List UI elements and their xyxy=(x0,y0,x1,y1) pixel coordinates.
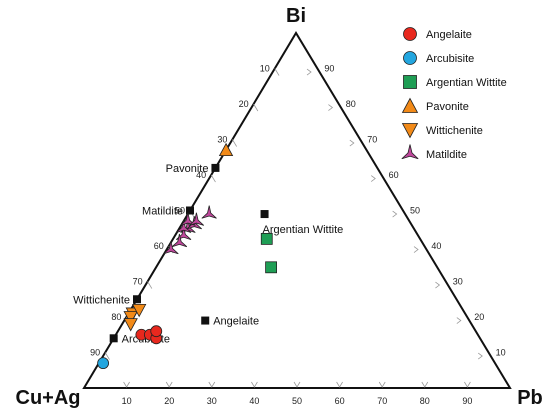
tick-mark xyxy=(165,381,173,388)
data-point xyxy=(163,241,179,255)
reference-marker xyxy=(260,210,269,219)
tick-label: 50 xyxy=(292,396,302,406)
tick-label: 80 xyxy=(420,396,430,406)
data-point xyxy=(218,142,234,157)
tick-mark xyxy=(477,352,483,360)
tick-label: 80 xyxy=(346,99,356,109)
reference-marker xyxy=(211,163,220,172)
legend-marker xyxy=(403,27,417,41)
reference-marker xyxy=(186,206,194,215)
tick-label: 50 xyxy=(175,206,185,216)
tick-mark xyxy=(378,381,386,388)
tick-mark xyxy=(274,68,280,76)
apex-label-right: Pb xyxy=(517,387,543,409)
legend: Angelaite Arcubisite Argentian Wittite Pavo… xyxy=(401,27,507,161)
tick-mark xyxy=(349,139,355,147)
tick-label: 60 xyxy=(389,170,399,180)
reference-marker xyxy=(133,295,141,304)
tick-mark xyxy=(123,381,130,388)
legend-marker xyxy=(401,97,419,113)
legend-label: Arcubisite xyxy=(426,53,474,65)
data-point xyxy=(131,303,147,318)
legend-label: Angelaite xyxy=(426,29,472,41)
tick-mark xyxy=(464,381,471,388)
tick-mark xyxy=(328,104,334,111)
data-point xyxy=(180,212,196,226)
tick-mark xyxy=(413,246,419,253)
tick-mark xyxy=(232,139,238,147)
data-point xyxy=(201,205,217,219)
tick-label: 40 xyxy=(431,241,441,251)
tick-label: 80 xyxy=(111,312,121,322)
tick-mark xyxy=(456,317,462,324)
tick-label: 10 xyxy=(496,348,506,358)
tick-mark xyxy=(251,381,258,388)
legend-marker xyxy=(403,75,417,89)
tick-mark xyxy=(208,381,216,388)
tick-label: 20 xyxy=(474,312,484,322)
tick-label: 60 xyxy=(335,396,345,406)
legend-marker xyxy=(403,51,417,65)
apex-label-top: Bi xyxy=(286,5,306,27)
tick-label: 30 xyxy=(453,277,463,287)
tick-label: 30 xyxy=(217,135,227,145)
tick-label: 40 xyxy=(196,170,206,180)
data-point xyxy=(123,311,138,325)
reference-label: Matildite xyxy=(142,206,183,218)
legend-marker xyxy=(401,144,419,160)
tick-mark xyxy=(147,281,153,289)
tick-label: 20 xyxy=(164,396,174,406)
reference-label: Pavonite xyxy=(166,163,209,175)
reference-label: Wittichenite xyxy=(73,294,130,306)
data-point xyxy=(150,325,163,338)
legend-label: Matildite xyxy=(426,149,467,161)
data-point xyxy=(171,233,188,248)
tick-mark xyxy=(336,381,343,388)
tick-label: 70 xyxy=(133,277,143,287)
tick-mark xyxy=(392,210,398,218)
tick-label: 60 xyxy=(154,241,164,251)
legend-label: Pavonite xyxy=(426,101,469,113)
tick-label: 20 xyxy=(239,99,249,109)
reference-marker xyxy=(109,334,118,343)
tick-label: 40 xyxy=(249,396,259,406)
data-point xyxy=(97,357,109,370)
tick-label: 70 xyxy=(377,396,387,406)
tick-label: 90 xyxy=(324,64,334,74)
tick-label: 90 xyxy=(462,396,472,406)
reference-layer: Pavonite Argentian Wittite Matildite Wittic… xyxy=(73,163,343,345)
data-point xyxy=(176,219,192,233)
tick-mark xyxy=(306,68,312,76)
data-point xyxy=(265,261,278,274)
data-point-layer xyxy=(97,142,278,370)
tick-mark xyxy=(104,352,110,360)
data-point xyxy=(188,212,205,226)
legend-label: Wittichenite xyxy=(426,125,483,137)
tick-mark xyxy=(210,174,216,183)
legend-marker xyxy=(401,123,419,139)
tick-mark xyxy=(435,281,441,289)
reference-label: Angelaite xyxy=(213,316,259,328)
data-point xyxy=(123,318,138,332)
tick-label: 10 xyxy=(260,64,270,74)
tick-label: 70 xyxy=(367,135,377,145)
legend-label: Argentian Wittite xyxy=(426,77,507,89)
tick-mark xyxy=(421,381,429,388)
reference-marker xyxy=(201,316,210,325)
data-point xyxy=(260,232,273,245)
tick-label: 30 xyxy=(207,396,217,406)
tick-label: 10 xyxy=(122,396,132,406)
tick-mark xyxy=(253,103,259,112)
reference-label: Argentian Wittite xyxy=(263,224,344,236)
tick-mark xyxy=(293,381,301,388)
apex-label-left: Cu+Ag xyxy=(16,387,81,409)
tick-label: 90 xyxy=(90,348,100,358)
tick-mark xyxy=(370,175,376,182)
tick-label: 50 xyxy=(410,206,420,216)
